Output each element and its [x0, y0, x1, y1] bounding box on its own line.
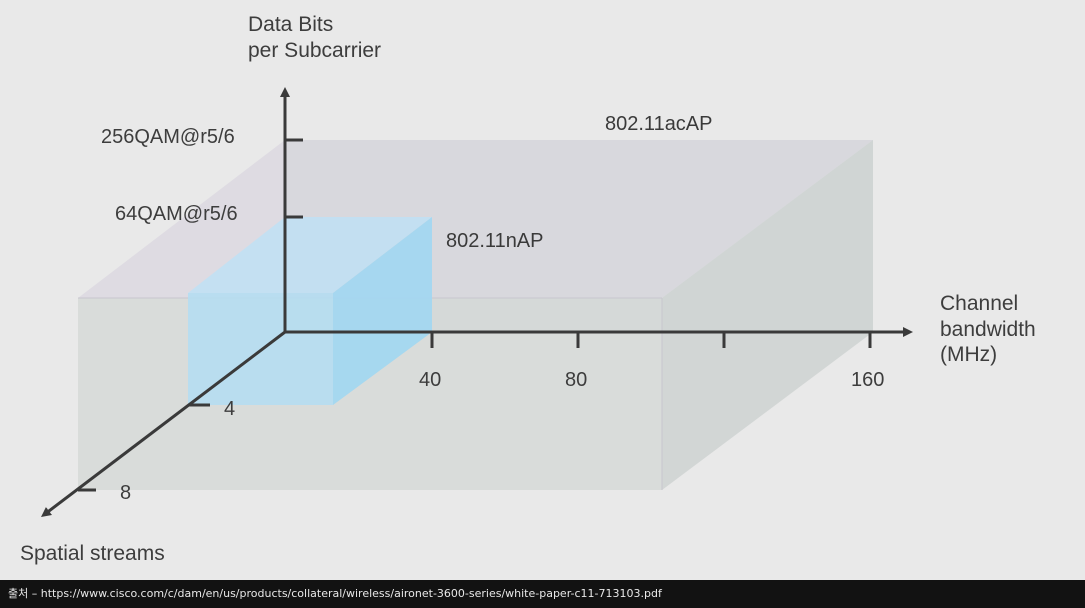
x-tick-label: 160: [851, 369, 885, 391]
x-tick-label: 40: [419, 369, 442, 391]
z-tick-label: 8: [120, 482, 132, 504]
z-axis-title: Spatial streams: [20, 542, 165, 565]
y-tick-label: 64QAM@r5/6: [115, 203, 238, 225]
ac-box-label: 802.11acAP: [605, 113, 713, 135]
z-tick-label: 4: [224, 398, 236, 420]
y-axis-title-line2: per Subcarrier: [248, 38, 382, 62]
x-axis-title: Channel bandwidth (MHz): [940, 291, 1036, 368]
source-footer: 출처 – https://www.cisco.com/c/dam/en/us/p…: [0, 580, 1085, 608]
x-axis-title-line3: (MHz): [940, 343, 998, 367]
y-tick-label: 256QAM@r5/6: [101, 126, 235, 148]
z-axis: [41, 330, 286, 518]
y-axis-title: Data Bits per Subcarrier: [248, 12, 381, 63]
n-box-right: [333, 217, 432, 405]
x-tick-label: 80: [565, 369, 588, 391]
n-box-top: [188, 217, 432, 293]
x-axis-title-line1: Channel: [940, 292, 1019, 315]
x-axis-title-line2: bandwidth: [940, 317, 1036, 341]
y-axis-title-line1: Data Bits: [248, 13, 334, 36]
ac-box-right: [662, 140, 873, 490]
n-box-label: 802.11nAP: [446, 230, 544, 252]
